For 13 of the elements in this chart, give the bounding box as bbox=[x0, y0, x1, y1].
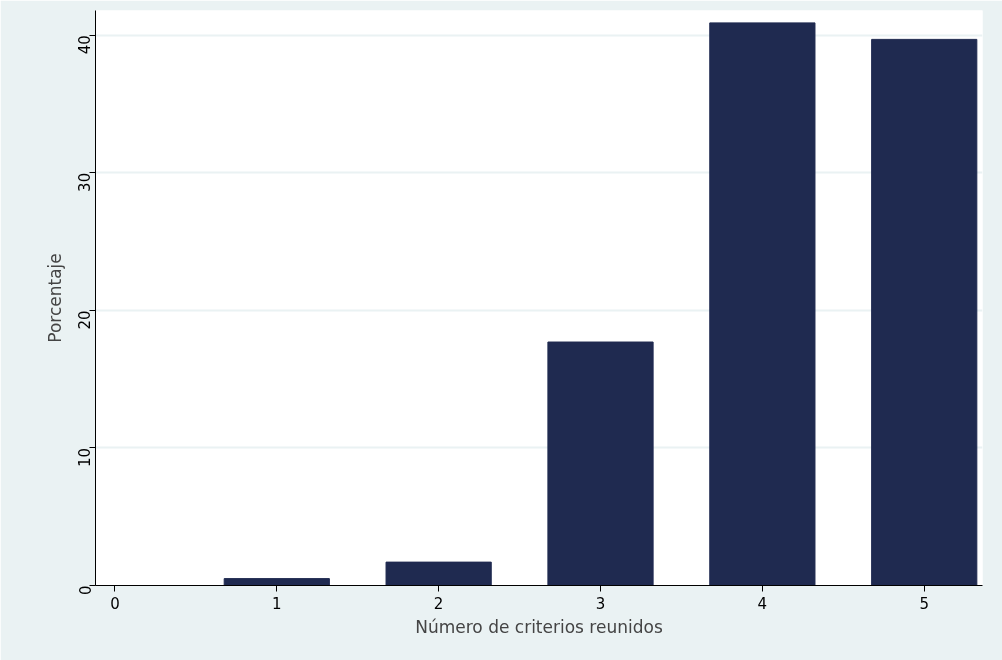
x-tick-label: 0 bbox=[110, 594, 120, 613]
x-tick-label: 3 bbox=[595, 594, 606, 613]
y-tick-label: 20 bbox=[76, 310, 95, 330]
x-tick-label: 4 bbox=[757, 594, 768, 613]
y-tick-label: 10 bbox=[76, 447, 95, 468]
y-tick-label: 30 bbox=[76, 172, 95, 192]
y-tick-label: 40 bbox=[76, 35, 95, 55]
x-axis-title: Número de criterios reunidos bbox=[415, 616, 663, 637]
x-tick-label: 5 bbox=[919, 594, 930, 613]
y-tick-label: 0 bbox=[76, 585, 95, 596]
x-tick-label: 1 bbox=[272, 594, 282, 613]
y-axis-title: Porcentaje bbox=[44, 253, 65, 343]
x-tick-label: 2 bbox=[433, 594, 444, 613]
